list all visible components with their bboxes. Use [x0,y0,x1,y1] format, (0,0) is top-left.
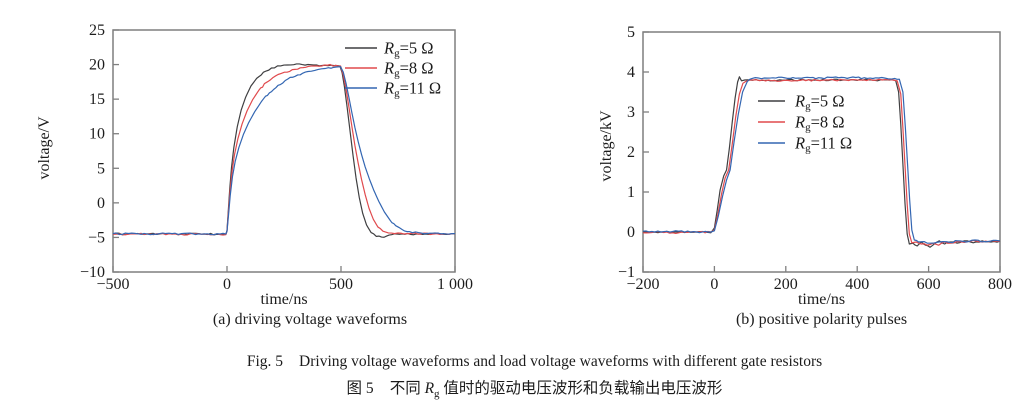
y-tick-label: −10 [80,264,105,281]
y-tick-label: −5 [88,229,105,246]
y-tick-label: 0 [97,195,105,212]
caption-english: Fig. 5 Driving voltage waveforms and load… [20,352,1029,371]
chart-a-canvas: −500 0 500 1 000 −10 −5 0 5 10 15 20 25 Rg=5 ΩRg=8 Ω… [80,22,473,293]
caption-rg-symbol: R [424,380,435,397]
caption-chinese-text-before: 不同 [389,380,425,397]
y-tick-label: 15 [89,91,105,108]
x-tick-label: −200 [626,276,659,293]
figure-caption: Fig. 5 Driving voltage waveforms and load… [0,352,1029,404]
y-tick-label: 0 [627,224,635,241]
legend-label-2: Rg=8 Ω [383,59,434,80]
caption-chinese-text-after: 值时的驱动电压波形和负载输出电压波形 [439,380,723,397]
chart-b-ylabel: voltage/kV [598,110,615,182]
plot-frame [112,29,456,273]
y-tick-label: 3 [627,104,635,121]
legend-label-1: Rg=5 Ω [794,92,845,113]
legend-label-1: Rg=5 Ω [383,39,434,60]
x-tick-label: 200 [774,276,798,293]
caption-english-label: Fig. 5 [246,353,284,370]
waveform-3 [642,76,1001,244]
x-tick-label: 800 [988,276,1012,293]
x-tick-label: 0 [710,276,718,293]
y-tick-label: −1 [618,264,635,281]
x-tick-label: 0 [223,276,231,293]
y-tick-label: 5 [627,24,635,41]
chart-b-subtitle: (b) positive polarity pulses [735,311,908,328]
y-tick-label: 10 [89,126,105,143]
chart-a: −500 0 500 1 000 −10 −5 0 5 10 15 20 25 Rg=5 Ω Rg=8 Ω… [0,0,515,340]
y-tick-label: 20 [89,57,105,74]
chart-a-xlabel: time/ns [260,291,308,308]
y-tick-label: 2 [627,144,635,161]
x-tick-label: −500 [96,276,129,293]
y-tick-label: 5 [97,160,105,177]
caption-rg-subscript: g [434,388,440,401]
legend-label-2: Rg=8 Ω [794,113,845,134]
caption-english-text: Driving voltage waveforms and load volta… [299,353,823,370]
legend-label-3: Rg=11 Ω [383,79,441,100]
x-tick-label: 1 000 [437,276,473,293]
y-tick-label: 1 [627,184,635,201]
chart-b-canvas: −200 0 200 400 600 800 −1 0 1 2 3 4 5 Rg=5 ΩRg=8 ΩRg=… [618,24,1012,293]
chart-a-subtitle: (a) driving voltage waveforms [212,311,408,328]
caption-chinese: 图 5 不同 Rg 值时的驱动电压波形和负载输出电压波形 [20,379,1029,404]
waveform-2 [642,78,1001,246]
x-tick-label: 600 [917,276,941,293]
y-tick-label: 25 [89,22,105,39]
chart-a-ylabel: voltage/V [36,116,53,180]
chart-b: −200 0 200 400 600 800 −1 0 1 2 3 4 5 Rg=5 Ω Rg=8 Ω Rg=… [515,0,1029,340]
caption-chinese-label: 图 5 [346,380,374,397]
y-tick-label: 4 [627,64,635,81]
x-tick-label: 400 [845,276,869,293]
legend-label-3: Rg=11 Ω [794,134,852,155]
x-tick-label: 500 [329,276,353,293]
chart-b-xlabel: time/ns [797,291,846,308]
waveform-3 [112,66,456,236]
